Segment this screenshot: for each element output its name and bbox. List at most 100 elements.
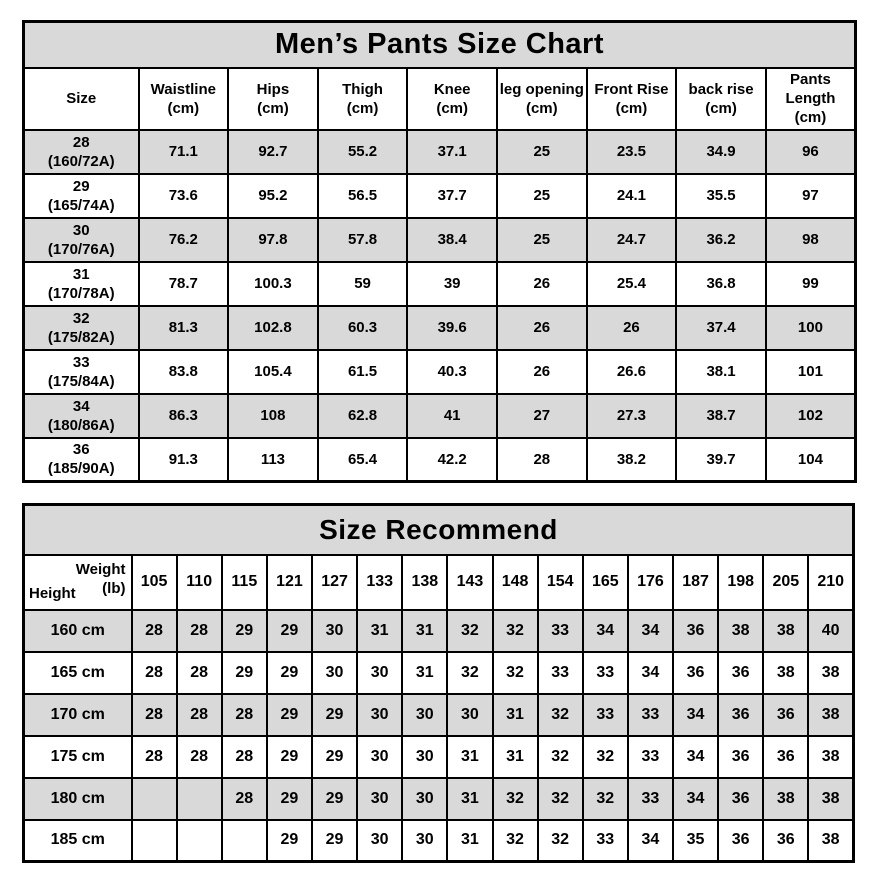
recommend-size-cell: 32 xyxy=(536,734,584,779)
recommend-size-cell: 34 xyxy=(626,818,675,863)
size-chart-body: 28 (160/72A) 71.1 92.7 55.2 37.1 25 23.5 34.9 96 2… xyxy=(22,128,857,483)
recommend-size-cell: 30 xyxy=(356,818,404,863)
measurement-cell: 36.8 xyxy=(675,260,767,307)
size-chart-row: 28 (160/72A) 71.1 92.7 55.2 37.1 25 23.5 34.9 96 xyxy=(22,128,857,175)
size-recommend-title: Size Recommend xyxy=(22,503,855,556)
column-unit: (cm) xyxy=(167,99,200,117)
measurement-cell: 59 xyxy=(316,260,409,307)
measurement-cell: 99 xyxy=(764,260,857,307)
recommend-size-cell: 28 xyxy=(130,734,178,779)
measurement-cell: 104 xyxy=(764,436,857,483)
recommend-size-cell: 33 xyxy=(581,818,629,863)
column-unit: (cm) xyxy=(705,99,737,117)
measurement-cell: 55.2 xyxy=(316,128,409,175)
recommend-size-cell: 30 xyxy=(356,650,404,695)
size-fit-code: (170/78A) xyxy=(47,284,115,302)
measurement-cell: 105.4 xyxy=(227,348,319,395)
recommend-size-cell: 30 xyxy=(310,650,359,695)
column-label: leg opening xyxy=(499,80,584,98)
recommend-size-cell: 33 xyxy=(536,608,584,653)
recommend-size-cell: 36 xyxy=(717,692,765,737)
measurement-cell: 91.3 xyxy=(137,436,230,483)
recommend-row: 175 cm 28 28 28 29 29 30 30 31 31 32 32 33 34 36 36 38 xyxy=(22,734,855,779)
measurement-cell: 39.7 xyxy=(675,436,767,483)
size-chart-row: 29 (165/74A) 73.6 95.2 56.5 37.7 25 24.1 35.5 97 xyxy=(22,172,857,219)
column-header: Front Rise (cm) xyxy=(585,66,678,131)
measurement-cell: 28 xyxy=(496,436,588,483)
recommend-size-cell: 32 xyxy=(536,818,584,863)
recommend-size-cell: 36 xyxy=(762,692,810,737)
recommend-size-cell: 31 xyxy=(446,818,494,863)
size-chart-row: 31 (170/78A) 78.7 100.3 59 39 26 25.4 36.8 99 xyxy=(22,260,857,307)
recommend-size-cell: 31 xyxy=(491,692,539,737)
measurement-cell: 108 xyxy=(227,392,319,439)
recommend-size-cell: 28 xyxy=(130,692,178,737)
measurement-cell: 61.5 xyxy=(316,348,409,395)
size-recommend-title-row: Size Recommend xyxy=(22,503,855,556)
size-chart-row: 36 (185/90A) 91.3 113 65.4 42.2 28 38.2 39.7 104 xyxy=(22,436,857,483)
size-fit-code: (185/90A) xyxy=(47,460,115,478)
measurement-cell: 71.1 xyxy=(137,128,230,175)
measurement-cell: 25.4 xyxy=(585,260,678,307)
measurement-cell: 97 xyxy=(764,172,857,219)
column-header: Knee (cm) xyxy=(406,66,498,131)
recommend-size-cell: 30 xyxy=(310,608,359,653)
size-chart-row: 33 (175/84A) 83.8 105.4 61.5 40.3 26 26.6 38.1 10… xyxy=(22,348,857,395)
measurement-cell: 25 xyxy=(496,216,588,263)
recommend-size-cell: 38 xyxy=(807,734,855,779)
weight-column-header: 198 xyxy=(717,553,765,611)
measurement-cell: 62.8 xyxy=(316,392,409,439)
column-label: Waistline xyxy=(150,80,216,98)
measurement-cell: 39.6 xyxy=(406,304,498,351)
weight-column-header: 176 xyxy=(626,553,675,611)
column-header: back rise (cm) xyxy=(675,66,767,131)
size-value: 33 xyxy=(72,353,90,371)
recommend-size-cell: 32 xyxy=(446,608,494,653)
mens-pants-size-chart-section: Men’s Pants Size Chart Size Waistline (cm)… xyxy=(22,20,857,483)
column-header: Pants Length (cm) xyxy=(764,66,857,131)
measurement-cell: 41 xyxy=(406,392,498,439)
recommend-size-cell: 33 xyxy=(536,650,584,695)
measurement-cell: 37.4 xyxy=(675,304,767,351)
weight-column-header: 210 xyxy=(807,553,855,611)
recommend-size-cell: 29 xyxy=(310,776,359,821)
height-cell: 160 cm xyxy=(22,608,133,653)
measurement-cell: 102 xyxy=(764,392,857,439)
measurement-cell: 38.1 xyxy=(675,348,767,395)
size-cell: 31 (170/78A) xyxy=(22,260,140,307)
size-value: 31 xyxy=(72,265,90,283)
size-fit-code: (175/84A) xyxy=(47,372,115,390)
recommend-size-cell: 31 xyxy=(401,608,449,653)
column-label: back rise xyxy=(688,80,754,98)
recommend-size-cell: 32 xyxy=(536,776,584,821)
column-label: Knee xyxy=(433,80,471,98)
measurement-cell: 26 xyxy=(496,348,588,395)
size-cell: 29 (165/74A) xyxy=(22,172,140,219)
recommend-size-cell xyxy=(130,818,178,863)
size-cell: 33 (175/84A) xyxy=(22,348,140,395)
recommend-size-cell: 28 xyxy=(175,692,223,737)
recommend-size-cell: 34 xyxy=(626,608,675,653)
measurement-cell: 38.4 xyxy=(406,216,498,263)
recommend-size-cell: 29 xyxy=(265,734,314,779)
measurement-cell: 37.7 xyxy=(406,172,498,219)
recommend-row: 160 cm 28 28 29 29 30 31 31 32 32 33 34 34 36 38 38 40 xyxy=(22,608,855,653)
measurement-cell: 60.3 xyxy=(316,304,409,351)
recommend-size-cell: 29 xyxy=(265,650,314,695)
size-fit-code: (160/72A) xyxy=(47,152,115,170)
size-chart-row: 30 (170/76A) 76.2 97.8 57.8 38.4 25 24.7 36.2 98 xyxy=(22,216,857,263)
height-cell: 170 cm xyxy=(22,692,133,737)
recommend-size-cell: 31 xyxy=(446,776,494,821)
recommend-size-cell: 30 xyxy=(356,692,404,737)
recommend-size-cell: 32 xyxy=(581,776,629,821)
size-recommend-table: Size Recommend Weight (lb) Height 105 110… xyxy=(22,503,855,863)
recommend-size-cell: 31 xyxy=(356,608,404,653)
measurement-cell: 100 xyxy=(764,304,857,351)
recommend-size-cell: 38 xyxy=(762,776,810,821)
recommend-size-cell: 38 xyxy=(762,608,810,653)
measurement-cell: 102.8 xyxy=(227,304,319,351)
recommend-size-cell: 31 xyxy=(401,650,449,695)
column-label: Size xyxy=(66,90,97,107)
column-unit: (cm) xyxy=(525,99,558,117)
column-label: Pants Length xyxy=(785,71,836,107)
